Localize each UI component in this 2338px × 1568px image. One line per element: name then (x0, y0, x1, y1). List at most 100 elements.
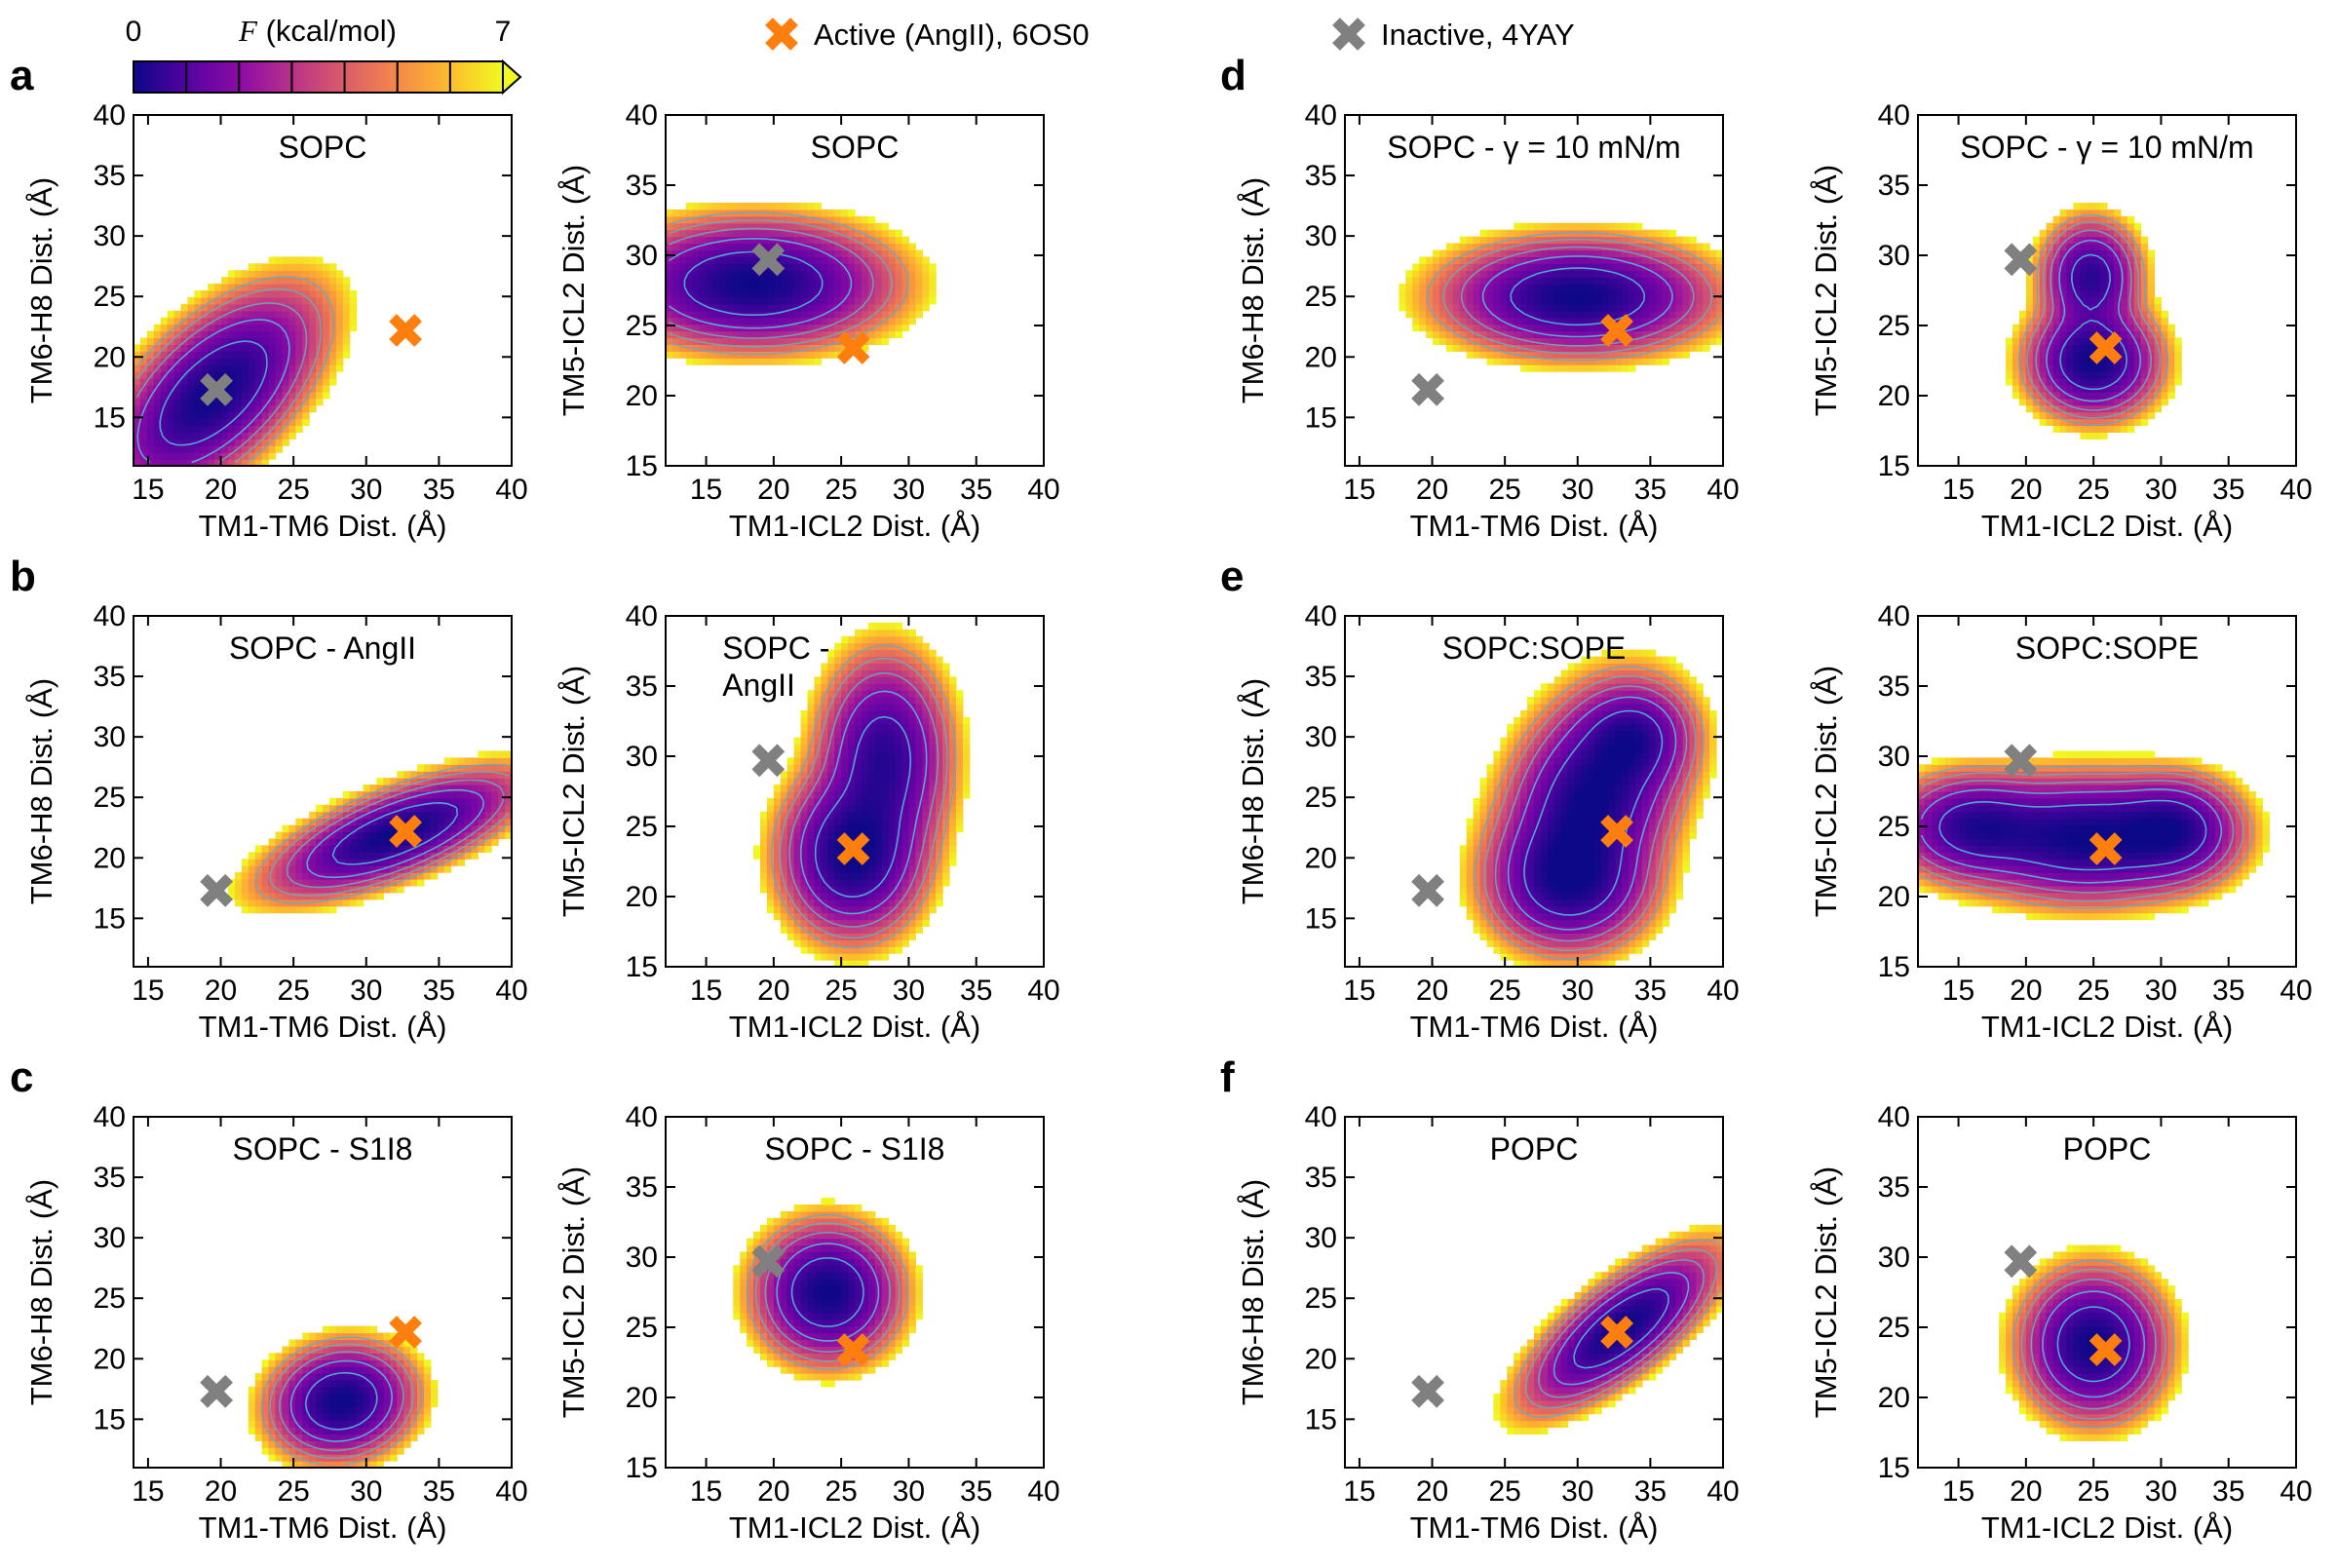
free-energy-cell (855, 791, 862, 799)
free-energy-cell (282, 1406, 289, 1415)
free-energy-cell (780, 818, 788, 826)
free-energy-cell (261, 317, 270, 325)
free-energy-cell (793, 1231, 802, 1240)
free-energy-cell (881, 709, 890, 718)
free-energy-cell (861, 744, 869, 752)
free-energy-cell (268, 1393, 277, 1401)
free-energy-cell (780, 1265, 788, 1273)
free-energy-cell (335, 885, 344, 894)
free-energy-cell (786, 1359, 795, 1367)
free-energy-cell (261, 384, 270, 393)
free-energy-cell (827, 933, 835, 940)
free-energy-cell (740, 1312, 747, 1320)
free-energy-cell (146, 445, 155, 453)
free-energy-cell (671, 222, 680, 231)
free-energy-cell (848, 1251, 856, 1259)
free-energy-cell (295, 398, 303, 406)
free-energy-cell (1540, 364, 1549, 372)
free-energy-cell (712, 249, 721, 257)
free-energy-cell (254, 845, 263, 853)
free-energy-cell (874, 953, 883, 961)
free-energy-surface (134, 256, 358, 467)
free-energy-cell (922, 879, 930, 887)
free-energy-cell (841, 284, 849, 291)
inactive-structure-marker (200, 1374, 233, 1408)
free-energy-cell (901, 1298, 910, 1307)
free-energy-cell (901, 656, 910, 665)
free-energy-cell (349, 1461, 358, 1469)
free-energy-cell (855, 1251, 862, 1259)
free-energy-cell (834, 1339, 842, 1347)
free-energy-cell (874, 818, 883, 826)
free-energy-cell (228, 351, 236, 359)
free-energy-cell (908, 629, 916, 637)
free-energy-cell (955, 778, 964, 785)
free-energy-cell (423, 859, 432, 866)
free-energy-cell (881, 824, 890, 833)
free-energy-cell (740, 1285, 747, 1293)
free-energy-cell (268, 1380, 277, 1388)
free-energy-cell (254, 1406, 263, 1415)
free-energy-cell (807, 764, 816, 772)
free-energy-cell (160, 418, 169, 427)
free-energy-cell (895, 818, 903, 826)
free-energy-cell (471, 757, 479, 765)
free-energy-cell (915, 1298, 923, 1307)
free-energy-cell (376, 845, 384, 853)
free-energy-cell (261, 1399, 270, 1408)
free-energy-cell (369, 804, 378, 813)
active-structure-marker (836, 331, 870, 364)
free-energy-cell (848, 1305, 856, 1314)
free-energy-cell (295, 384, 303, 393)
active-structure-marker (389, 815, 422, 848)
y-axis-label: TM6-H8 Dist. (Å) (24, 1179, 58, 1406)
free-energy-cell (692, 344, 701, 352)
free-energy-cell (760, 303, 768, 312)
free-energy-cell (760, 330, 768, 339)
free-energy-cell (901, 818, 910, 826)
free-energy-cell (282, 371, 289, 379)
free-energy-cell (261, 284, 270, 291)
free-energy-cell (807, 1265, 816, 1273)
free-energy-cell (275, 1380, 284, 1388)
free-energy-cell (895, 690, 903, 698)
free-energy-cell (173, 398, 182, 406)
free-energy-cell (814, 296, 822, 305)
free-energy-cell (261, 892, 270, 900)
free-energy-cell (335, 1399, 344, 1408)
free-energy-cell (410, 1399, 418, 1408)
free-energy-cell (410, 771, 418, 779)
free-energy-cell (786, 1265, 795, 1273)
free-energy-cell (309, 1386, 317, 1395)
free-energy-cell (841, 797, 849, 806)
free-energy-cell (834, 1205, 842, 1212)
free-energy-cell (895, 277, 903, 285)
free-energy-cell (942, 750, 950, 758)
free-energy-cell (848, 730, 856, 739)
free-energy-cell (261, 439, 270, 446)
free-energy-cell (949, 709, 957, 718)
free-energy-cell (834, 953, 842, 961)
free-energy-cell (323, 324, 330, 332)
free-energy-cell (498, 750, 506, 758)
free-energy-cell (167, 418, 175, 427)
free-energy-cell (1662, 351, 1670, 359)
free-energy-cell (874, 1353, 883, 1360)
free-energy-cell (780, 303, 788, 312)
free-energy-cell (827, 1205, 835, 1212)
free-energy-cell (780, 229, 788, 238)
free-energy-cell (288, 1339, 296, 1347)
free-energy-cell (929, 683, 937, 691)
free-energy-cell (295, 411, 303, 420)
free-energy-cell (881, 1319, 890, 1327)
free-energy-cell (335, 1461, 344, 1469)
free-energy-cell (309, 330, 317, 339)
free-energy-cell (342, 337, 351, 345)
free-energy-cell (706, 296, 714, 305)
free-energy-cell (814, 946, 822, 954)
free-energy-cell (814, 358, 822, 365)
free-energy-cell (766, 1298, 775, 1307)
free-energy-cell (719, 303, 727, 312)
free-energy-cell (834, 818, 842, 826)
free-energy-cell (363, 1366, 371, 1374)
